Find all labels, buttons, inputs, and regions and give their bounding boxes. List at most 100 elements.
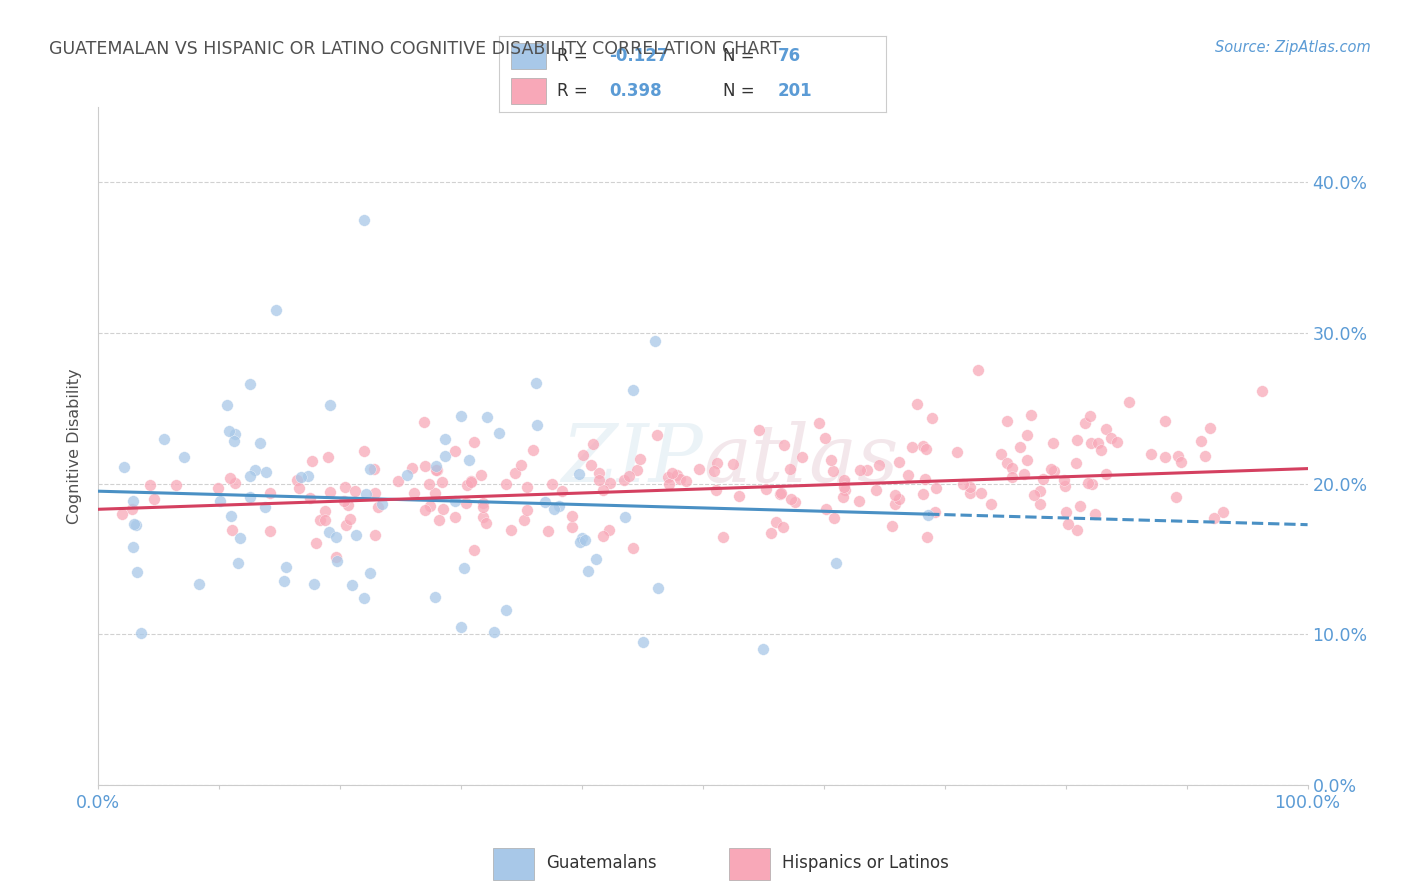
Point [959, 486, 981, 500]
Point [1043, 464, 1066, 478]
Point [224, 426, 246, 441]
Point [665, 467, 688, 482]
Point [675, 474, 697, 488]
Point [453, 561, 475, 575]
Point [259, 524, 281, 538]
Point [884, 488, 907, 502]
Point [628, 451, 651, 466]
Point [1095, 422, 1118, 436]
Point [945, 445, 967, 459]
Text: atlas: atlas [703, 421, 898, 499]
Point [808, 416, 831, 430]
Bar [510, 78, 546, 104]
Point [333, 480, 356, 494]
Bar [728, 848, 770, 880]
Point [460, 474, 482, 488]
Point [533, 494, 555, 508]
Point [305, 536, 328, 550]
Point [897, 467, 920, 482]
Point [516, 480, 538, 494]
Point [432, 502, 454, 516]
Point [688, 462, 710, 476]
Point [728, 489, 751, 503]
Point [924, 481, 946, 495]
Point [226, 557, 249, 571]
Point [1084, 507, 1107, 521]
Point [218, 471, 240, 485]
Point [1057, 517, 1080, 532]
Point [1012, 467, 1035, 482]
Point [831, 490, 853, 504]
Point [711, 530, 734, 544]
Point [543, 501, 565, 516]
Point [254, 465, 277, 479]
Point [264, 303, 287, 318]
Point [209, 493, 232, 508]
Point [911, 439, 934, 453]
Point [617, 469, 640, 483]
Point [979, 497, 1001, 511]
Point [111, 507, 134, 521]
Point [832, 473, 855, 487]
Point [915, 530, 938, 544]
Point [704, 483, 727, 497]
Point [430, 475, 453, 490]
Point [1154, 450, 1177, 464]
Point [471, 496, 494, 510]
Point [342, 577, 364, 591]
Point [1001, 460, 1024, 475]
Point [412, 415, 434, 429]
Point [901, 440, 924, 454]
Point [882, 519, 904, 533]
Point [1064, 456, 1087, 470]
Point [1194, 449, 1216, 463]
Point [477, 409, 499, 424]
Text: ZIP: ZIP [561, 421, 703, 499]
Point [239, 469, 262, 483]
Point [510, 458, 533, 473]
Point [912, 487, 935, 501]
Point [658, 476, 681, 491]
Point [779, 461, 801, 475]
Point [924, 505, 946, 519]
Point [1053, 479, 1076, 493]
Point [353, 213, 375, 227]
Point [568, 467, 591, 481]
Point [139, 478, 162, 492]
Point [319, 398, 342, 412]
Point [1001, 470, 1024, 484]
Point [122, 494, 145, 508]
Point [297, 469, 319, 483]
Point [579, 458, 602, 473]
Point [834, 483, 856, 497]
Point [318, 524, 340, 539]
Point [703, 464, 725, 478]
Point [423, 590, 446, 604]
Point [152, 432, 174, 446]
Point [454, 496, 477, 510]
Point [1118, 395, 1140, 409]
Point [423, 486, 446, 500]
Point [868, 458, 890, 472]
Point [273, 574, 295, 588]
Point [1170, 454, 1192, 468]
Point [526, 418, 548, 433]
Point [218, 424, 240, 438]
Point [353, 444, 375, 458]
Point [820, 453, 842, 467]
Point [1015, 427, 1038, 442]
Point [572, 448, 595, 462]
Point [865, 483, 887, 497]
Point [1250, 384, 1272, 399]
Point [127, 565, 149, 579]
Point [363, 461, 385, 475]
Point [1090, 443, 1112, 458]
Point [472, 510, 495, 524]
Point [883, 497, 905, 511]
Point [1095, 467, 1118, 481]
Point [1080, 436, 1102, 450]
Point [582, 437, 605, 451]
Point [434, 449, 457, 463]
Point [444, 510, 467, 524]
Point [425, 463, 447, 477]
